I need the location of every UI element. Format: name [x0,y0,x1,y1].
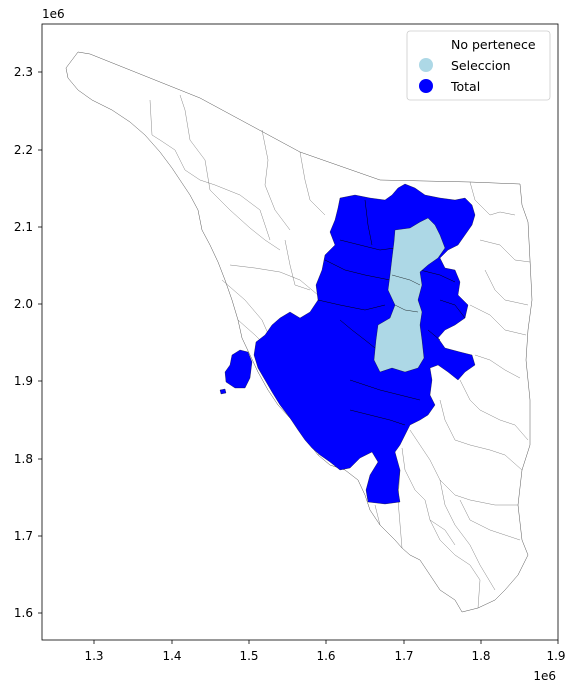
municipality-borders [149,94,531,609]
x-tick-label: 1.7 [394,649,413,663]
x-tick-label: 1.4 [162,649,181,663]
x-offset-label: 1e6 [533,669,556,683]
y-tick-label: 1.6 [14,606,33,620]
legend-box [406,30,551,101]
region-seleccion [373,217,446,373]
x-tick-label: 1.8 [471,649,490,663]
y-axis: 2.3 2.2 2.1 2.0 1.9 1.8 1.7 1.6 1e6 [14,7,65,620]
y-tick-label: 1.7 [14,529,33,543]
seleccion-border-1 [391,274,421,286]
y-tick-label: 1.9 [14,374,33,388]
y-tick-label: 1.8 [14,452,33,466]
legend-label-no-pertenece: No pertenece [451,37,536,52]
y-tick-label: 2.0 [14,297,33,311]
region-total-island [224,349,253,389]
legend-marker-no-pertenece [419,37,433,51]
total-internal-borders [317,199,466,426]
legend: No pertenece Seleccion Total [406,30,551,101]
y-tick-label: 2.1 [14,220,33,234]
x-tick-label: 1.9 [546,649,565,663]
y-offset-label: 1e6 [42,7,65,21]
legend-marker-seleccion [419,58,433,72]
y-tick-label: 2.2 [14,143,33,157]
x-tick-label: 1.6 [316,649,335,663]
x-axis: 1.3 1.4 1.5 1.6 1.7 1.8 1.9 1e6 [84,640,566,683]
x-tick-label: 1.5 [239,649,258,663]
y-tick-label: 2.3 [14,65,33,79]
legend-label-seleccion: Seleccion [451,58,511,73]
x-tick-label: 1.3 [84,649,103,663]
legend-label-total: Total [450,79,480,94]
legend-marker-total [419,79,433,93]
region-total-islet [219,388,227,395]
seleccion-border-2 [394,304,419,313]
